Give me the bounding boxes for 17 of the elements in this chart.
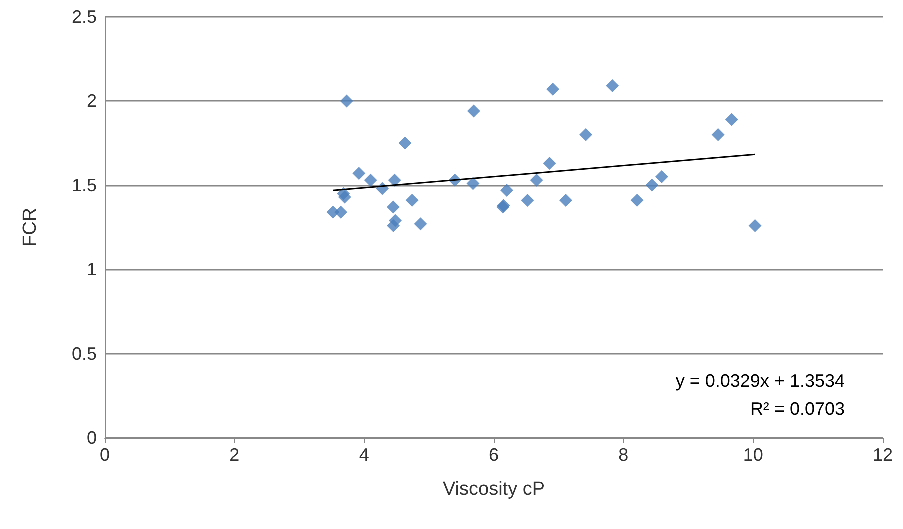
x-tick-label: 2 xyxy=(230,445,240,465)
y-tick-label: 0.5 xyxy=(72,344,97,364)
y-tick-label: 2 xyxy=(86,91,97,112)
x-tick-label: 8 xyxy=(618,445,629,465)
annotation: y = 0.0329x + 1.3534 xyxy=(676,371,845,391)
x-axis-title: Viscosity cP xyxy=(442,479,546,500)
y-tick-label: 1 xyxy=(86,260,97,280)
y-tick-label: 0 xyxy=(86,428,97,448)
y-tick-label: 2.5 xyxy=(72,7,97,27)
x-tick-label: 10 xyxy=(743,445,764,465)
y-tick-label: 1.5 xyxy=(72,175,97,196)
x-tick-label: 12 xyxy=(872,445,894,465)
x-tick-label: 4 xyxy=(359,445,370,465)
x-tick-label: 6 xyxy=(488,445,500,465)
y-axis-title: FCR xyxy=(20,208,41,248)
annotation: R² = 0.0703 xyxy=(750,399,845,419)
x-tick-label: 0 xyxy=(100,445,110,465)
